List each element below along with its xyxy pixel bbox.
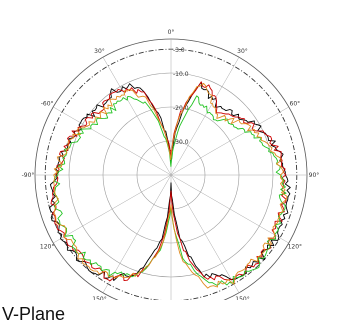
angle-tick-label-0: 0° [168, 29, 175, 36]
angle-tick-label-11: 30° [94, 48, 105, 55]
series-line-0 [49, 81, 291, 281]
spoke-60 [170, 106, 289, 176]
spoke-210 [102, 174, 172, 293]
radial-tick-label-2: -20.0 [173, 105, 189, 112]
polar-chart: -3.0-10.0-20.0-30.00°30°60°90°120°150°18… [22, 29, 320, 300]
radial-tick-label-3: -30.0 [173, 139, 189, 146]
spoke-150 [170, 174, 240, 293]
spoke-30 [170, 57, 240, 176]
series-line-3 [53, 82, 288, 289]
series-group [49, 81, 291, 289]
radial-tick-label-0: -3.0 [173, 47, 185, 54]
angle-tick-label-2: 60° [290, 101, 301, 108]
angle-tick-label-3: 90° [309, 172, 320, 179]
series-line-1 [50, 81, 287, 282]
angle-tick-label-10: -60° [41, 101, 54, 108]
radial-tick-label-1: -10.0 [173, 71, 189, 78]
spoke-330 [102, 57, 172, 176]
angle-tick-label-4: 120° [288, 244, 302, 251]
angle-tick-label-1: 30° [237, 48, 248, 55]
angle-tick-label-9: -90° [22, 172, 35, 179]
angle-tick-label-5: 150° [235, 296, 249, 300]
angle-tick-label-8: 120° [40, 244, 54, 251]
angle-tick-label-7: 150° [92, 296, 106, 300]
tick-labels: -3.0-10.0-20.0-30.00°30°60°90°120°150°18… [22, 29, 320, 300]
spoke-240 [53, 174, 172, 244]
spoke-300 [53, 106, 172, 176]
plane-caption: V-Plane [2, 304, 66, 324]
spoke-120 [170, 174, 289, 244]
polar-grid [34, 38, 308, 300]
